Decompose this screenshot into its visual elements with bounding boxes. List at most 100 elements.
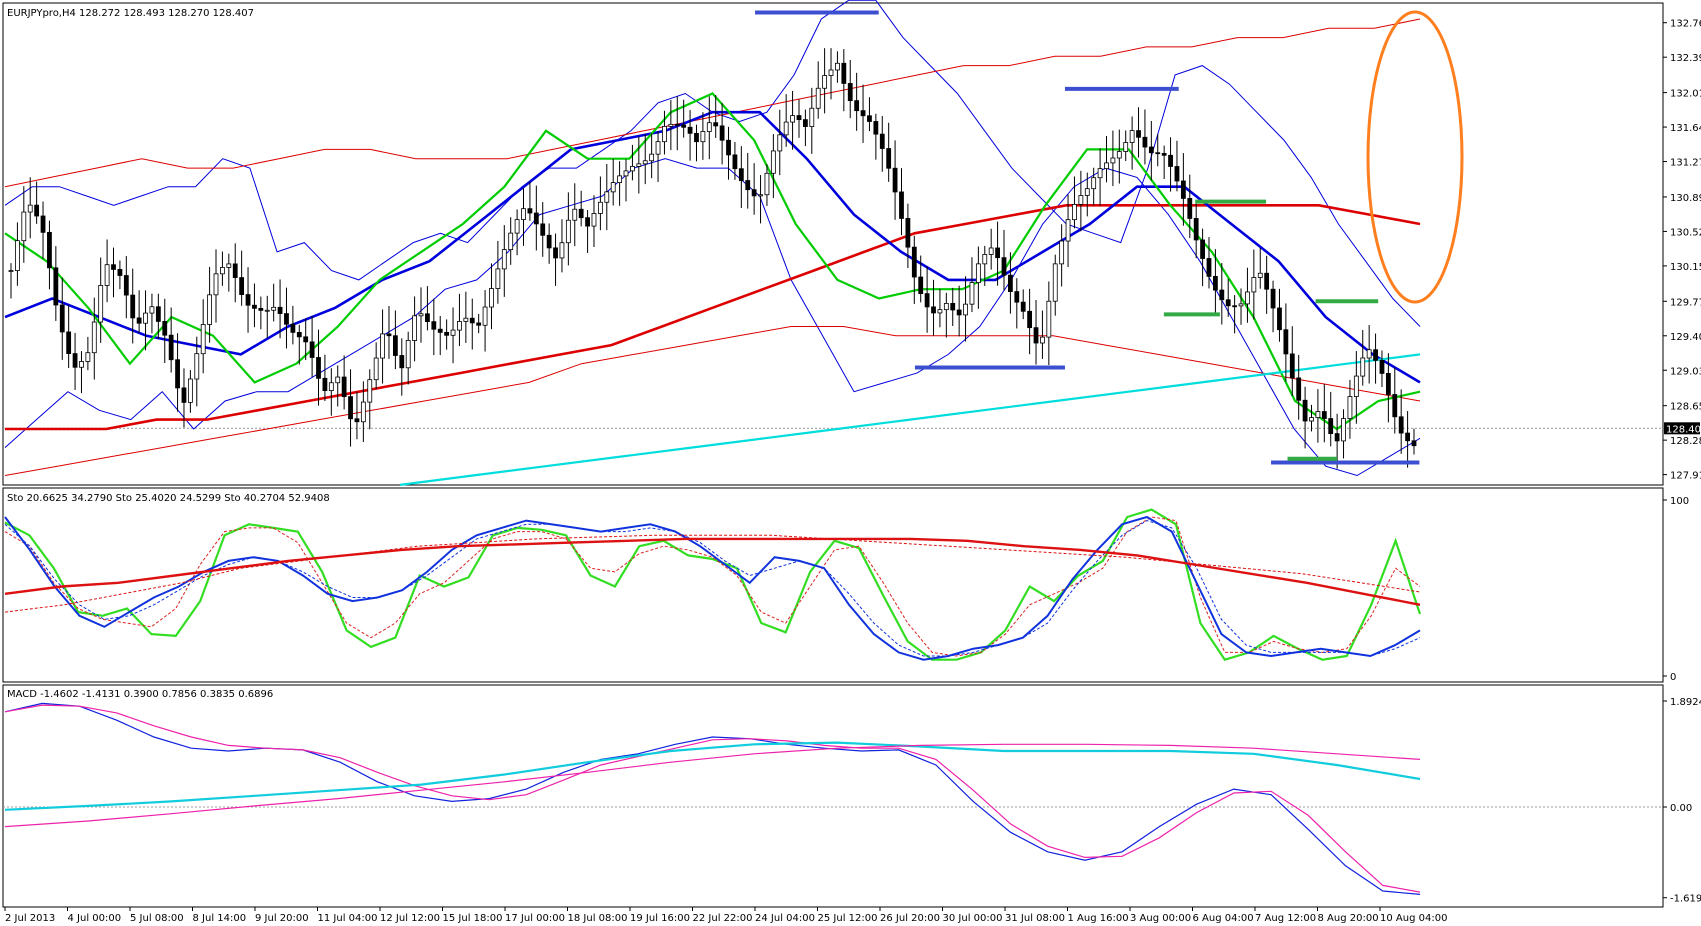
candle-body [655, 141, 661, 155]
candle-body [341, 376, 347, 398]
candle-body [770, 150, 776, 174]
candle-body [975, 263, 981, 283]
price-axis-tick-label: 132.010 [1670, 89, 1701, 100]
candle-body [213, 273, 219, 296]
candle-body [1328, 418, 1334, 435]
candle-body [713, 122, 719, 127]
candle-body [425, 313, 430, 323]
candle-body [1072, 204, 1077, 221]
candle-body [572, 208, 578, 221]
price-pane-frame [2, 2, 1664, 486]
x-axis-label: 1 Aug 16:00 [1068, 913, 1129, 924]
price-axis-tick-label: 128.650 [1670, 402, 1701, 413]
price-axis-tick-label: 127.910 [1670, 471, 1701, 482]
candle-body [412, 315, 418, 341]
candle-body [34, 204, 40, 217]
candle-body [1353, 375, 1359, 397]
candle-body [1373, 349, 1378, 361]
candle-body [706, 122, 712, 132]
candle-body [777, 134, 783, 152]
candle-body [1405, 432, 1410, 442]
axis-layer: 132.760 132.390 132.010 131.640 131.270 130.8… [4, 19, 1701, 924]
candle-body [738, 168, 744, 181]
candle-body [162, 321, 168, 336]
current-price-box [1664, 422, 1700, 435]
candle-body [642, 160, 648, 165]
candle-body [130, 294, 136, 319]
candle-body [963, 303, 968, 316]
candle-body [1360, 357, 1366, 377]
price-axis-tick-label: 129.770 [1670, 297, 1701, 308]
candle-body [1277, 307, 1282, 331]
candle-body [1084, 188, 1090, 196]
candle-body [681, 124, 687, 128]
candle-body [559, 242, 565, 259]
candle-body [1334, 433, 1340, 442]
candle-body [1020, 301, 1026, 312]
candle-body [111, 264, 116, 270]
candle-body [226, 263, 232, 268]
candle-body [828, 69, 834, 76]
candle-body [1225, 299, 1231, 307]
x-axis-label: 5 Jul 08:00 [130, 913, 184, 924]
candle-body [335, 376, 341, 384]
x-axis-label: 10 Aug 04:00 [1380, 913, 1447, 924]
candle-body [578, 208, 584, 219]
current-price-label: 128.407 [1666, 424, 1701, 435]
candle-body [40, 215, 46, 233]
candle-body [911, 246, 917, 278]
candle-body [290, 323, 296, 333]
candle-body [1347, 396, 1353, 419]
candle-body [399, 355, 405, 369]
candle-body [367, 379, 373, 403]
candle-body [136, 317, 142, 324]
candle-body [495, 268, 501, 289]
candle-body [220, 267, 225, 275]
candle-body [597, 201, 603, 214]
stochastic-line [4, 516, 1421, 657]
candle-body [1116, 151, 1122, 159]
candle-body [187, 378, 193, 403]
candle-body [1289, 353, 1295, 379]
candle-body [822, 75, 828, 89]
candle-body [802, 119, 808, 127]
candle-body [21, 211, 27, 242]
price-axis-tick-label: 128.280 [1670, 436, 1701, 447]
candle-body [726, 139, 731, 156]
candle-body [1123, 142, 1129, 152]
candle-body [1193, 218, 1199, 241]
candle-body [200, 324, 206, 355]
candle-body [847, 83, 853, 102]
candle-body [1007, 274, 1013, 292]
candle-body [1200, 239, 1205, 259]
candle-body [931, 306, 936, 314]
candle-body [1046, 300, 1052, 338]
x-axis-label: 31 Jul 08:00 [1005, 913, 1065, 924]
candle-body [175, 359, 180, 389]
candle-body [85, 352, 91, 362]
macd-line [4, 741, 1421, 811]
candle-body [1398, 416, 1404, 434]
candle-body [835, 62, 840, 71]
candle-body [521, 208, 526, 220]
candle-body [610, 182, 616, 193]
candle-body [1379, 359, 1385, 374]
x-axis-label: 6 Aug 04:00 [1193, 913, 1254, 924]
candle-body [450, 329, 456, 336]
candle-body [924, 293, 930, 308]
x-axis-label: 8 Jul 14:00 [193, 913, 247, 924]
x-axis-label: 18 Jul 08:00 [568, 913, 628, 924]
candle-body [1040, 336, 1045, 344]
candle-body [27, 204, 33, 213]
candle-body [59, 304, 65, 333]
candle-body [1232, 305, 1238, 308]
candle-body [1059, 240, 1065, 265]
candle-body [700, 131, 706, 143]
price-axis-tick-label: 130.150 [1670, 262, 1701, 273]
x-axis-label: 30 Jul 00:00 [943, 913, 1003, 924]
candle-body [533, 212, 539, 225]
candle-body [1366, 349, 1372, 359]
candle-body [418, 313, 424, 317]
candle-body [380, 333, 385, 359]
